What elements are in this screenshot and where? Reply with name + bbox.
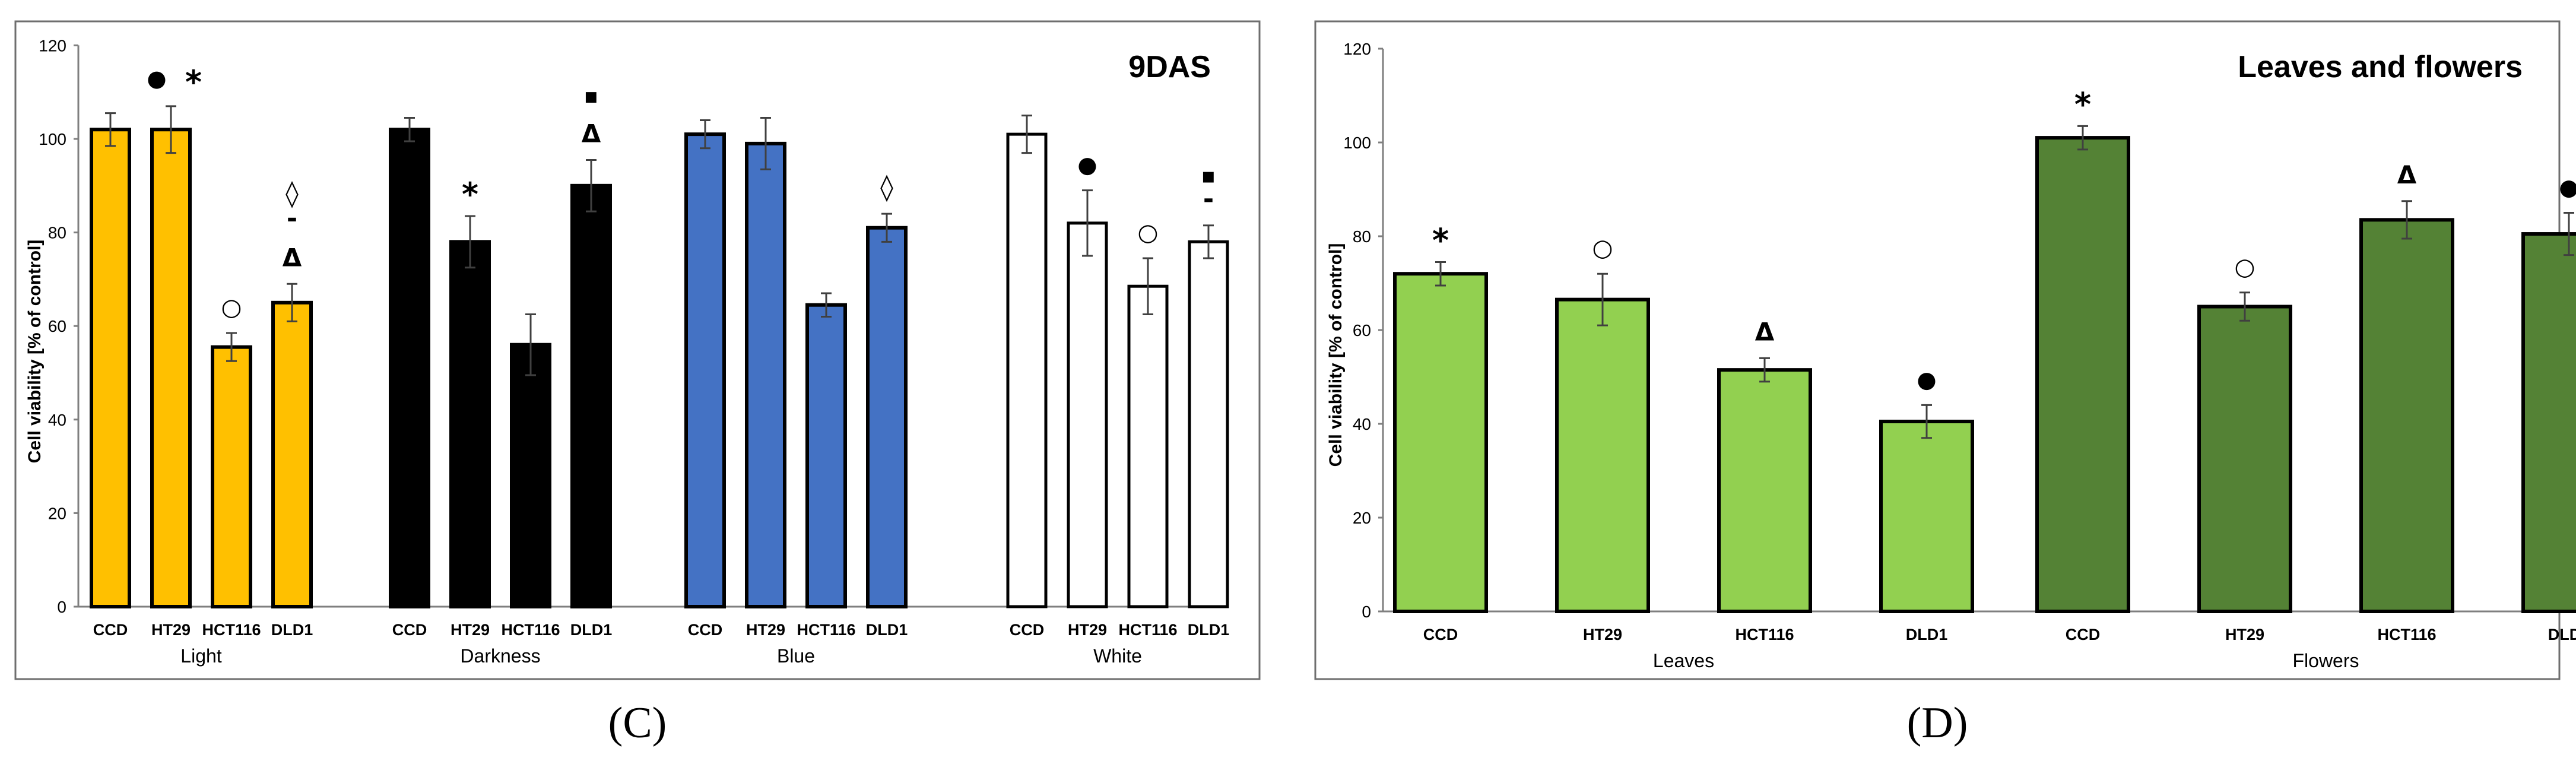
bar: [1006, 132, 1048, 608]
significance-mark: *: [1432, 221, 1449, 259]
category-label: DLD1: [866, 621, 908, 639]
bar: [745, 141, 786, 608]
y-tick-label: 40: [48, 411, 66, 429]
bar: [2521, 232, 2576, 613]
category-label: HT29: [1068, 621, 1107, 639]
y-tick-label: 100: [1343, 134, 1371, 152]
y-tick-label: 0: [1362, 603, 1371, 621]
significance-mark: Δ: [1755, 317, 1775, 346]
category-label: HT29: [151, 621, 191, 639]
significance-mark: -: [1203, 184, 1214, 214]
category-label: HCT116: [1118, 621, 1177, 639]
group-label: Leaves: [1653, 650, 1714, 671]
bar: [2359, 218, 2454, 614]
category-label: HT29: [1583, 626, 1622, 643]
bar: [2035, 136, 2130, 614]
y-tick-label: 20: [1353, 509, 1371, 527]
bar: [150, 128, 192, 609]
category-label: CCD: [93, 621, 128, 639]
group-label: Light: [180, 645, 222, 667]
bar: [684, 132, 726, 608]
significance-mark: ●: [1077, 152, 1097, 178]
significance-mark: -: [287, 203, 297, 233]
bar: [866, 226, 908, 609]
category-label: CCD: [1423, 626, 1458, 643]
significance-mark: ●: [2559, 175, 2576, 201]
category-label: DLD1: [1188, 621, 1230, 639]
significance-mark: ▪: [584, 84, 598, 108]
significance-mark: ○: [2235, 253, 2255, 281]
bar: [1393, 272, 1488, 613]
y-tick-label: 120: [39, 36, 66, 55]
caption-c: (C): [608, 699, 667, 747]
group-label: Darkness: [460, 645, 540, 667]
significance-mark: ▪: [1201, 164, 1216, 188]
significance-mark: ○: [1138, 219, 1159, 246]
bar: [1127, 284, 1169, 608]
significance-mark: ○: [221, 294, 242, 321]
significance-mark: ●: [147, 65, 166, 91]
bar: [510, 343, 551, 608]
significance-mark: Δ: [582, 119, 601, 148]
significance-mark: Δ: [2397, 160, 2417, 189]
caption-d: (D): [1907, 699, 1968, 747]
category-label: DLD1: [570, 621, 613, 639]
bar: [805, 303, 847, 608]
significance-mark: ◊: [880, 172, 893, 202]
category-label: HCT116: [797, 621, 855, 639]
category-label: HT29: [451, 621, 490, 639]
bar: [90, 128, 131, 609]
category-label: HT29: [746, 621, 785, 639]
y-tick-label: 80: [48, 224, 66, 242]
bar: [449, 240, 491, 608]
y-tick-label: 60: [1353, 321, 1371, 340]
bar: [1879, 420, 1974, 613]
group-label: White: [1093, 645, 1142, 667]
bar: [389, 128, 430, 609]
significance-mark: *: [2074, 85, 2091, 123]
category-label: DLD1: [2548, 626, 2576, 643]
bar: [211, 345, 252, 608]
significance-mark: ◊: [285, 178, 299, 208]
category-label: DLD1: [1906, 626, 1948, 643]
significance-mark: ○: [1592, 234, 1613, 262]
category-label: CCD: [2066, 626, 2101, 643]
panel-c-y-axis-label: Cell viability [% of control]: [25, 240, 45, 464]
significance-mark: *: [185, 64, 202, 101]
category-label: CCD: [392, 621, 427, 639]
y-tick-label: 40: [1353, 415, 1371, 433]
category-label: HCT116: [202, 621, 261, 639]
significance-mark: Δ: [283, 243, 302, 272]
bar: [1067, 221, 1108, 608]
bar: [570, 183, 612, 608]
bar: [2197, 305, 2292, 613]
y-tick-label: 80: [1353, 227, 1371, 246]
category-label: HCT116: [501, 621, 560, 639]
bar: [271, 300, 313, 608]
category-label: HT29: [2225, 626, 2264, 643]
category-label: HCT116: [2377, 626, 2436, 643]
panel-d-title: Leaves and flowers: [2238, 50, 2523, 84]
group-label: Flowers: [2292, 650, 2359, 671]
bar: [1188, 240, 1229, 608]
y-tick-label: 0: [57, 598, 66, 616]
group-label: Blue: [777, 645, 815, 667]
category-label: CCD: [688, 621, 723, 639]
panel-d-y-axis-label: Cell viability [% of control]: [1326, 243, 1346, 467]
bar: [1555, 297, 1650, 613]
category-label: DLD1: [271, 621, 313, 639]
bar: [1717, 368, 1812, 614]
y-tick-label: 100: [39, 130, 66, 148]
category-label: CCD: [1010, 621, 1045, 639]
significance-mark: *: [462, 176, 478, 213]
panel-d-plot: 0 20 40 60 80 100 120 CCD * HT29 ○ HCT116 Δ DLD1 ● Leav…: [1343, 40, 2576, 671]
panel-c-title: 9DAS: [1128, 50, 1211, 84]
category-label: HCT116: [1735, 626, 1794, 643]
y-tick-label: 20: [48, 504, 66, 522]
significance-mark: ●: [1917, 366, 1936, 392]
y-tick-label: 120: [1343, 40, 1371, 58]
y-tick-label: 60: [48, 317, 66, 335]
